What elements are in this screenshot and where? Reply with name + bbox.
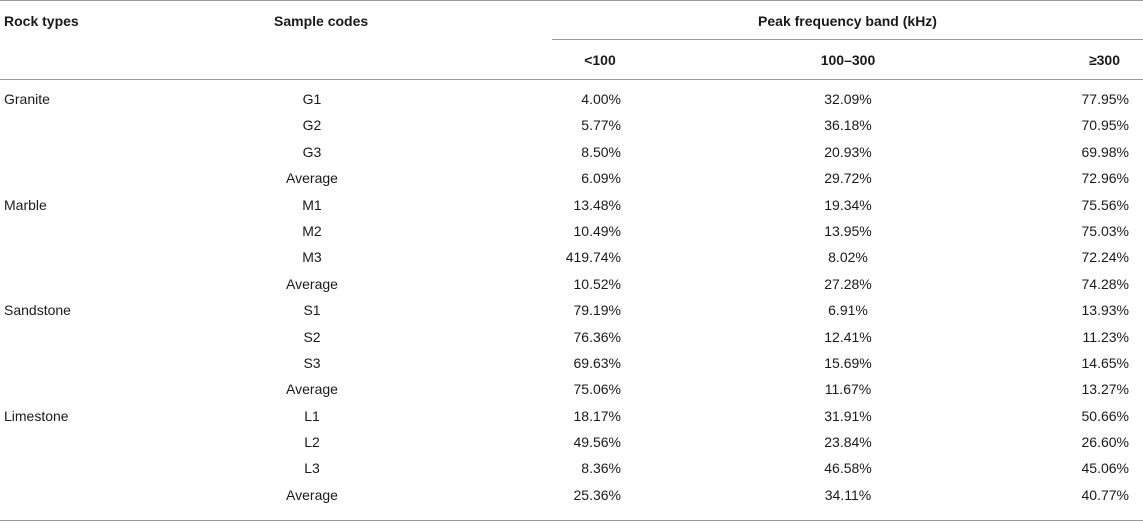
band-mid-value: 19.34% <box>824 196 872 213</box>
cell-band-high: 70.95% <box>1081 117 1129 134</box>
cell-band-low: 6.09% <box>581 170 621 187</box>
band-mid-value: 27.28% <box>824 275 872 292</box>
table-row: Average 75.06% 11.67% 13.27% <box>0 378 1143 404</box>
table-top-rule <box>0 0 1143 1</box>
sample-code-label: G1 <box>302 91 322 107</box>
sample-code-label: L1 <box>304 407 320 424</box>
cell-band-low: 69.63% <box>573 354 621 371</box>
table-row: S3 69.63% 15.69% 14.65% <box>0 352 1143 378</box>
cell-rock-type: Limestone <box>4 407 69 424</box>
band-mid-value: 32.09% <box>824 91 872 107</box>
cell-band-high: 26.60% <box>1081 434 1129 451</box>
cell-band-high: 69.98% <box>1081 143 1129 160</box>
sample-code-label: M3 <box>302 249 322 266</box>
sample-code-label: S1 <box>303 302 321 319</box>
cell-band-high: 45.06% <box>1081 460 1129 477</box>
band-mid-value: 12.41% <box>824 328 872 345</box>
sample-code-label: S2 <box>303 328 321 345</box>
band-mid-value: 13.95% <box>824 222 872 239</box>
sample-code-label: M2 <box>302 222 322 239</box>
band-mid-value: 15.69% <box>824 354 872 371</box>
table-row: Average 25.36% 34.11% 40.77% <box>0 484 1143 510</box>
header-band-low: <100 <box>584 52 616 68</box>
sample-code-label: M1 <box>302 196 322 213</box>
band-mid-value: 20.93% <box>824 143 872 160</box>
band-mid-value: 31.91% <box>824 407 872 424</box>
cell-band-high: 75.56% <box>1081 196 1129 213</box>
cell-band-low: 8.50% <box>581 143 621 160</box>
band-mid-value: 29.72% <box>824 170 872 187</box>
cell-band-low: 25.36% <box>573 486 621 503</box>
cell-band-low: 75.06% <box>573 381 621 398</box>
band-mid-value: 6.91% <box>828 302 868 319</box>
cell-band-low: 13.48% <box>573 196 621 213</box>
band-mid-value: 34.11% <box>824 486 872 503</box>
table-row: Limestone L1 18.17% 31.91% 50.66% <box>0 405 1143 431</box>
sample-code-label: S3 <box>303 354 321 371</box>
cell-band-high: 74.28% <box>1081 275 1129 292</box>
table-row: G3 8.50% 20.93% 69.98% <box>0 141 1143 167</box>
cell-band-high: 72.24% <box>1081 249 1129 266</box>
table-bottom-rule <box>0 520 1143 521</box>
header-bottom-rule <box>0 79 1143 80</box>
cell-rock-type: Granite <box>4 91 50 107</box>
cell-band-low: 419.74% <box>565 249 621 266</box>
sample-code-label: Average <box>286 275 338 292</box>
sample-code-label: G2 <box>302 117 322 134</box>
band-span-rule <box>552 39 1143 40</box>
band-mid-value: 8.02% <box>828 249 868 266</box>
table-row: S2 76.36% 12.41% 11.23% <box>0 326 1143 352</box>
band-mid-value: 46.58% <box>824 460 872 477</box>
cell-band-low: 10.49% <box>573 222 621 239</box>
sample-code-label: Average <box>286 170 338 187</box>
table-row: G2 5.77% 36.18% 70.95% <box>0 114 1143 140</box>
cell-band-high: 72.96% <box>1081 170 1129 187</box>
table-row: Average 6.09% 29.72% 72.96% <box>0 167 1143 193</box>
cell-band-high: 13.93% <box>1081 302 1129 319</box>
cell-band-low: 4.00% <box>581 91 621 107</box>
cell-band-low: 5.77% <box>581 117 621 134</box>
cell-band-high: 50.66% <box>1081 407 1129 424</box>
table-row: Sandstone S1 79.19% 6.91% 13.93% <box>0 299 1143 325</box>
cell-band-high: 14.65% <box>1081 354 1129 371</box>
sample-code-label: L3 <box>304 460 320 477</box>
cell-band-high: 75.03% <box>1081 222 1129 239</box>
band-mid-value: 11.67% <box>824 381 872 398</box>
cell-band-high: 40.77% <box>1081 486 1129 503</box>
band-mid-value: 36.18% <box>824 117 872 134</box>
sample-code-label: L2 <box>304 434 320 451</box>
cell-band-high: 11.23% <box>1082 328 1129 345</box>
cell-band-high: 77.95% <box>1081 91 1129 107</box>
cell-band-low: 79.19% <box>573 302 621 319</box>
table-row: M2 10.49% 13.95% 75.03% <box>0 220 1143 246</box>
cell-rock-type: Sandstone <box>4 302 71 319</box>
cell-band-low: 49.56% <box>573 434 621 451</box>
header-rock-types: Rock types <box>4 13 79 29</box>
table-row: M3 419.74% 8.02% 72.24% <box>0 246 1143 272</box>
sample-code-label: Average <box>286 381 338 398</box>
cell-band-low: 10.52% <box>573 275 621 292</box>
table-body: Granite G1 4.00% 32.09% 77.95% G2 5.77% … <box>0 88 1143 510</box>
table-row: Marble M1 13.48% 19.34% 75.56% <box>0 194 1143 220</box>
band-mid-value: 23.84% <box>824 434 872 451</box>
cell-band-low: 18.17% <box>573 407 621 424</box>
table-row: Average 10.52% 27.28% 74.28% <box>0 273 1143 299</box>
cell-band-high: 13.27% <box>1081 381 1129 398</box>
sample-code-label: Average <box>286 486 338 503</box>
header-band-high: ≥300 <box>1088 52 1120 68</box>
header-band-mid: 100–300 <box>820 52 876 68</box>
sample-code-label: G3 <box>302 143 322 160</box>
header-peak-frequency-band: Peak frequency band (kHz) <box>758 13 937 29</box>
table-row: L3 8.36% 46.58% 45.06% <box>0 457 1143 483</box>
table-row: L2 49.56% 23.84% 26.60% <box>0 431 1143 457</box>
header-sample-codes: Sample codes <box>274 13 369 29</box>
cell-rock-type: Marble <box>4 196 47 213</box>
cell-band-low: 76.36% <box>573 328 621 345</box>
cell-band-low: 8.36% <box>581 460 621 477</box>
table-row: Granite G1 4.00% 32.09% 77.95% <box>0 88 1143 114</box>
